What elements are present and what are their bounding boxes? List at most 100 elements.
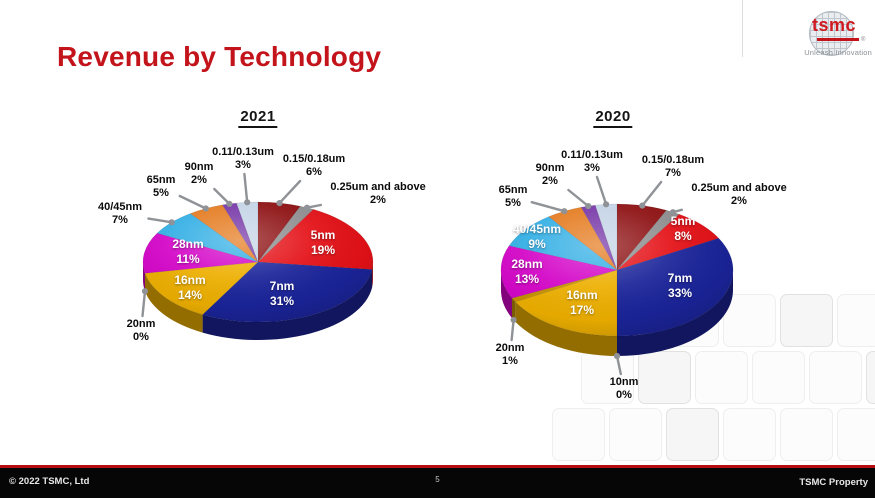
pie-label-percent: 33%: [667, 286, 693, 300]
pie-label-name: 20nm: [495, 342, 525, 354]
pie-label-7nm: 7nm 31%: [270, 279, 295, 309]
pie-label-0-15-0-18um: 0.15/0.18um 7%: [642, 154, 704, 180]
chart-title-2020: 2020: [593, 108, 633, 128]
pie-label-90nm: 90nm 2%: [536, 162, 565, 188]
leader-dot-20nm: [141, 288, 149, 295]
pie-label-20nm: 20nm 0%: [127, 318, 156, 344]
pie-label-percent: 6%: [306, 166, 322, 178]
leader-dot-40-45nm: [168, 219, 175, 226]
pie-label-20nm: 20nm 1%: [496, 342, 525, 368]
pie-label-5nm: 5nm 19%: [311, 228, 336, 258]
leader-dot-65nm: [561, 208, 568, 215]
leader-line-0-11-0-13um: [243, 172, 249, 204]
pie-label-0-25um-and-above: 0.25um and above 2%: [330, 181, 425, 207]
pie-label-7nm: 7nm 33%: [668, 271, 693, 301]
pie-label-40-45nm: 40/45nm 9%: [513, 222, 561, 252]
leader-line-90nm: [213, 187, 231, 206]
pie-label-name: 0.11/0.13um: [212, 146, 274, 158]
pie-label-percent: 11%: [176, 252, 200, 266]
pie-label-name: 16nm: [174, 273, 206, 287]
pie-label-name: 10nm: [609, 376, 639, 388]
pie-label-name: 28nm: [511, 257, 543, 271]
footer-copyright: © 2022 TSMC, Ltd: [9, 476, 90, 487]
pie-label-65nm: 65nm 5%: [499, 184, 528, 210]
pie-label-name: 0.15/0.18um: [282, 153, 346, 165]
leader-dot-65nm: [202, 205, 209, 212]
leader-dot-0-11-0-13um: [603, 201, 610, 208]
pie-label-percent: 2%: [191, 174, 207, 186]
pie-label-28nm: 28nm 11%: [172, 237, 203, 267]
leader-dot-0-15-0-18um: [276, 200, 283, 207]
pie-label-name: 40/45nm: [512, 222, 562, 236]
pie-label-percent: 3%: [584, 162, 600, 174]
pie-label-name: 0.11/0.13um: [561, 149, 623, 161]
leader-line-65nm: [178, 194, 208, 210]
pie-label-name: 5nm: [310, 228, 336, 242]
tsmc-logo-underline: [817, 38, 859, 41]
pie-label-name: 90nm: [184, 161, 214, 173]
pie-label-90nm: 90nm 2%: [185, 161, 214, 187]
pie-label-5nm: 5nm 8%: [671, 214, 696, 244]
pie-label-percent: 19%: [310, 243, 336, 257]
pie-label-0-11-0-13um: 0.11/0.13um 3%: [212, 146, 274, 172]
pie-label-16nm: 16nm 17%: [566, 288, 597, 318]
leader-line-0-15-0-18um: [641, 180, 663, 207]
pie-label-0-15-0-18um: 0.15/0.18um 6%: [283, 153, 345, 179]
leader-dot-90nm: [585, 203, 592, 210]
pie-wall-16nm: [515, 301, 617, 356]
pie-label-percent: 2%: [370, 194, 386, 206]
pie-wall-7nm: [202, 269, 373, 341]
leader-dot-0-25um-and-above: [669, 209, 677, 216]
logo-tagline: Unleash Innovation: [804, 48, 872, 57]
pie-label-name: 0.25um and above: [330, 181, 426, 193]
leader-dot-90nm: [226, 200, 233, 207]
pie-label-percent: 9%: [528, 237, 546, 251]
pie-label-percent: 3%: [235, 159, 251, 171]
pie-label-name: 90nm: [535, 162, 565, 174]
leader-line-20nm: [510, 318, 515, 342]
pie-label-percent: 17%: [569, 303, 595, 317]
pie-label-name: 65nm: [498, 184, 528, 196]
pie-label-0-11-0-13um: 0.11/0.13um 3%: [561, 149, 623, 175]
pie-label-40-45nm: 40/45nm 7%: [98, 201, 142, 227]
leader-line-20nm: [141, 290, 147, 318]
chart-title-2021: 2021: [238, 108, 278, 128]
pie-label-name: 20nm: [126, 318, 156, 330]
leader-line-90nm: [567, 188, 590, 208]
pie-label-name: 28nm: [172, 237, 204, 251]
pie-label-percent: 8%: [674, 229, 692, 243]
pie-label-percent: 5%: [505, 197, 521, 209]
pie-label-percent: 2%: [542, 175, 558, 187]
footer-property-label: TSMC Property: [799, 477, 868, 488]
pie-label-name: 7nm: [667, 271, 693, 285]
pie-label-percent: 31%: [269, 294, 295, 308]
pie-label-16nm: 16nm 14%: [174, 273, 205, 303]
tsmc-logo-wordmark: tsmc: [811, 15, 857, 35]
pie-label-percent: 7%: [112, 214, 128, 226]
leader-line-0-11-0-13um: [595, 175, 608, 206]
pie-label-percent: 5%: [153, 187, 169, 199]
leader-dot-0-25um-and-above: [303, 204, 311, 211]
footer-bar: © 2022 TSMC, Ltd 5 TSMC Property: [0, 465, 875, 498]
tsmc-wafer-logo-icon: [809, 11, 854, 56]
pie-label-percent: 7%: [665, 167, 681, 179]
pie-label-percent: 13%: [514, 272, 540, 286]
leader-dot-10nm: [613, 352, 621, 360]
pie-label-name: 0.15/0.18um: [641, 154, 705, 166]
pie-label-name: 5nm: [670, 214, 696, 228]
pie-label-name: 7nm: [269, 279, 295, 293]
pie-label-percent: 2%: [731, 195, 747, 207]
logo-separator-line: [742, 0, 743, 57]
leader-dot-0-11-0-13um: [244, 199, 251, 206]
leader-dot-20nm: [510, 316, 517, 324]
pie-label-0-25um-and-above: 0.25um and above 2%: [691, 182, 786, 208]
pie-label-percent: 1%: [502, 355, 518, 367]
leader-dot-0-15-0-18um: [639, 202, 646, 209]
pie-label-percent: 14%: [177, 288, 203, 302]
pie-label-name: 16nm: [566, 288, 598, 302]
page-title: Revenue by Technology: [57, 41, 382, 72]
registered-trademark-symbol: ®: [861, 37, 866, 43]
footer-page-number: 5: [435, 475, 440, 484]
